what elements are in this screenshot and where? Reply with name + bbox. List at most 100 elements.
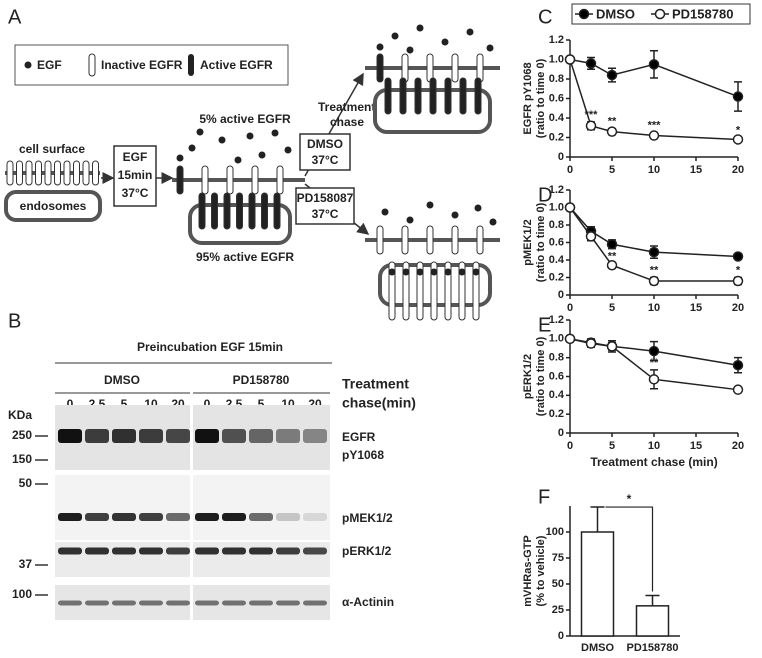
marker (606, 260, 618, 271)
band (58, 513, 82, 521)
receptor (16, 160, 23, 186)
label: 37°C (122, 186, 149, 200)
y-axis-label: (ratio to time 0) (535, 58, 547, 138)
y-axis-label: pERK1/2 (522, 354, 534, 399)
marker (648, 59, 660, 70)
legend-text: Active EGFR (200, 58, 273, 72)
label: endosomes (20, 199, 87, 213)
x-tick-label: 10 (648, 164, 660, 176)
band (85, 547, 109, 555)
egf (196, 128, 204, 136)
label: pMEK1/2 (342, 511, 393, 525)
y-tick-label: 0.8 (549, 219, 564, 231)
label: PD158780 (233, 373, 290, 387)
x-tick-label: 0 (567, 164, 573, 176)
legend-box (14, 44, 289, 86)
significance-label: * (627, 492, 632, 506)
error-bar (645, 594, 660, 606)
label: 5% active EGFR (199, 112, 291, 126)
egf (466, 28, 474, 36)
panel-a: A EGF Inactive EGFR Active EGFR cell sur… (4, 6, 500, 321)
band (166, 600, 190, 606)
receptor (261, 192, 268, 230)
egf (451, 211, 459, 219)
label: DMSO (104, 373, 140, 387)
receptor (248, 192, 256, 230)
label: EGF (123, 150, 148, 164)
egf (188, 144, 196, 152)
band (58, 600, 82, 606)
y-tick-label: 1.2 (549, 184, 564, 196)
receptor (226, 165, 234, 195)
egf (381, 208, 389, 216)
egf (218, 136, 226, 144)
legend-icon (188, 54, 194, 76)
legend-text: EGF (37, 58, 62, 72)
significance-bracket (605, 506, 654, 592)
panel-letter: B (8, 310, 21, 332)
egf (416, 268, 424, 276)
egf (246, 132, 254, 140)
band (112, 429, 136, 443)
marker (585, 231, 597, 242)
egf (388, 268, 396, 276)
box (113, 145, 157, 207)
receptor (451, 225, 459, 255)
panel-letter: D (538, 184, 552, 206)
label: 15min (118, 168, 153, 182)
x-tick-label: 20 (732, 440, 744, 452)
x-tick-label: 5 (609, 440, 615, 452)
receptor (376, 53, 384, 83)
legend-icon (88, 53, 96, 77)
marker (732, 251, 744, 262)
band (249, 513, 273, 521)
egf (284, 146, 292, 154)
y-tick-label: 75 (552, 552, 564, 564)
panel-b: B Preincubation EGF 15min DMSO PD158780 … (8, 310, 416, 620)
x-tick-label: 5 (609, 164, 615, 176)
legend-label: DMSO (596, 6, 635, 21)
y-tick-label: 25 (552, 604, 564, 616)
marker (564, 333, 576, 345)
endosome (4, 190, 102, 222)
error-bar (590, 506, 605, 532)
label: Treatment (318, 100, 375, 114)
receptor (44, 160, 52, 186)
label: chase(min) (342, 395, 416, 411)
band (222, 513, 246, 521)
legend-icon (24, 61, 32, 69)
receptor (429, 77, 437, 115)
annotation: * (736, 264, 741, 276)
band (112, 600, 136, 606)
y-tick-label: 1.0 (549, 53, 564, 65)
y-tick-label: 50 (552, 578, 564, 590)
receptor (223, 192, 231, 230)
receptor (414, 77, 422, 115)
receptor (251, 165, 259, 195)
blot-strip (193, 475, 330, 540)
egf (472, 268, 480, 276)
band (249, 429, 273, 443)
x-tick-label: 10 (648, 440, 660, 452)
lane-label: 5 (121, 397, 128, 411)
band (276, 600, 300, 606)
band (249, 600, 273, 606)
marker (585, 120, 597, 132)
band (222, 429, 246, 443)
receptor (388, 261, 396, 321)
receptor (92, 160, 99, 186)
lane-label: 5 (258, 397, 265, 411)
panel-letter: F (538, 486, 550, 508)
egf (444, 268, 452, 276)
y-tick-label: 0.6 (549, 236, 564, 248)
egf (426, 201, 434, 209)
egf (441, 38, 449, 46)
label: 95% active EGFR (196, 250, 294, 264)
egf (271, 129, 279, 137)
receptor (6, 160, 14, 186)
y-tick-label: 0.4 (549, 389, 565, 401)
marker (606, 341, 618, 352)
band (58, 429, 82, 443)
y-tick-label: 0 (558, 151, 564, 163)
